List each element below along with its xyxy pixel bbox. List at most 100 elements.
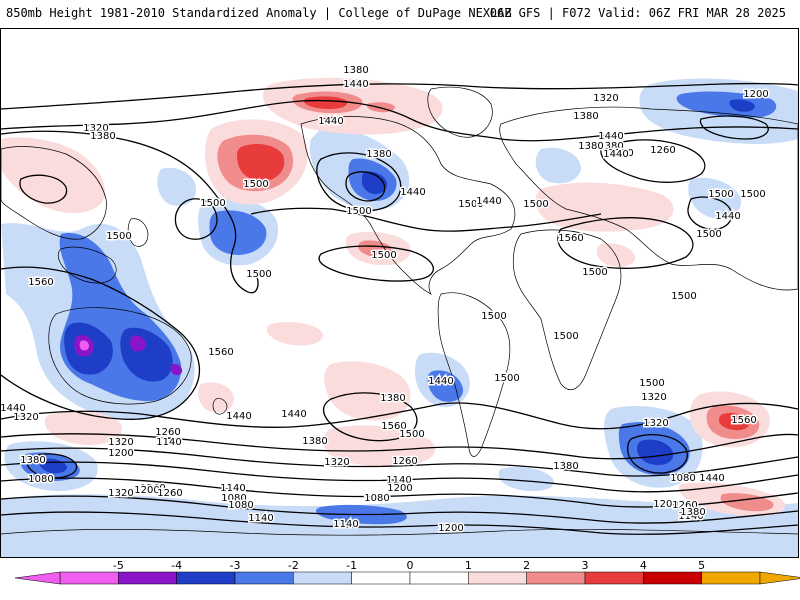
height-contour	[1, 402, 798, 430]
contour-label: 1560	[28, 277, 53, 288]
contour-label: 1200	[108, 448, 133, 459]
contour-label: 1380	[553, 461, 578, 472]
contour-label: 1440	[281, 409, 306, 420]
colorbar-segment	[526, 571, 586, 585]
anomaly-shade-neg4	[170, 363, 183, 376]
colorbar-tick-label: 2	[523, 560, 530, 572]
height-contour	[1, 433, 798, 460]
contour-label: 1380	[380, 393, 405, 404]
anomaly-shade-neg2	[209, 210, 267, 255]
anomaly-shade-neg4	[130, 335, 146, 352]
colorbar-tick-label: 4	[640, 560, 647, 572]
contour-label: 1260	[392, 456, 417, 467]
contour-label: 1080	[364, 493, 389, 504]
height-contour	[318, 245, 434, 282]
contour-label: 1140	[220, 483, 245, 494]
contour-label: 1200	[387, 483, 412, 494]
colorbar: -5 -4 -3 -2 -1 0 1 2 3 4 5	[14, 560, 800, 585]
contour-label: 1380	[302, 436, 327, 447]
contour-label: 1380	[573, 111, 598, 122]
anomaly-shade-pos1	[44, 410, 123, 445]
contour-label: 1320	[108, 488, 133, 499]
height-contour	[1, 461, 798, 493]
anomaly-shade-neg1	[1, 494, 798, 557]
contour-label: 1500	[671, 291, 696, 302]
contour-label: 1320	[13, 412, 38, 423]
contour-label: 1380	[90, 131, 115, 142]
colorbar-tick-label: -5	[113, 560, 124, 572]
contour-label: 1500	[243, 179, 268, 190]
contour-label: 1320	[324, 457, 349, 468]
colorbar-segment	[118, 571, 177, 585]
anomaly-shade-neg5	[79, 340, 89, 351]
coastline-japan	[127, 218, 149, 247]
contour-label: 1500	[639, 378, 664, 389]
coastline-africa	[512, 229, 622, 391]
contour-label: 1140	[156, 437, 181, 448]
anomaly-shade-pos3	[719, 412, 750, 431]
colorbar-segment	[351, 571, 411, 585]
height-contour	[1, 477, 798, 508]
contour-label: 1260	[140, 483, 165, 494]
anomaly-shade-pos2	[358, 240, 392, 258]
colorbar-tick-label: -4	[171, 560, 182, 572]
contour-label: 1140	[248, 513, 273, 524]
contour-label: 1560	[381, 421, 406, 432]
contour-label: 1380	[680, 507, 705, 518]
map-panel: 1380 1440 1320 1200 1320 1380 1440 1380 1440 1380…	[0, 28, 799, 558]
height-contour	[19, 174, 68, 204]
anomaly-shade-neg2	[427, 370, 464, 402]
coastline-greenland	[427, 86, 493, 138]
contour-label: 1080	[670, 473, 695, 484]
contour-label: 1380	[366, 149, 391, 160]
anomaly-shade-neg1	[157, 167, 196, 206]
height-contour	[1, 82, 798, 110]
height-contour	[26, 453, 78, 479]
height-contour	[557, 217, 694, 269]
contour-label: 1320	[643, 418, 668, 429]
contour-label: 1440	[318, 116, 343, 127]
height-contour	[1, 495, 798, 524]
colorbar-end-arrow	[759, 571, 800, 585]
height-contour	[250, 207, 602, 232]
colorbar-end-arrow	[14, 571, 61, 585]
anomaly-shade-neg1	[688, 177, 742, 219]
contour-label: 1080	[28, 474, 53, 485]
contour-label: 1500	[696, 229, 721, 240]
contour-label: 1440	[428, 376, 453, 387]
coastline-north-america	[300, 116, 516, 295]
anomaly-shade-neg3	[637, 439, 674, 466]
coastline-asia-west-wrap	[1, 146, 107, 240]
colorbar-tick-label: -1	[346, 560, 357, 572]
contour-label: 1500	[246, 269, 271, 280]
colorbar-segment	[409, 571, 469, 585]
colorbar-tick-label: 3	[582, 560, 589, 572]
contour-label: 1140	[386, 475, 411, 486]
contour-label: 1500	[582, 267, 607, 278]
height-contour	[316, 152, 402, 212]
anomaly-shade-neg3	[729, 99, 755, 112]
contour-label: 1380	[578, 141, 603, 152]
coastline-antarctica	[1, 528, 798, 536]
contour-label: 1440	[699, 473, 724, 484]
chart-title: 850mb Height 1981-2010 Standardized Anom…	[6, 6, 512, 20]
contour-label: 1440	[598, 131, 623, 142]
contour-label: 1380	[598, 141, 623, 152]
contour-label: 1260	[672, 500, 697, 511]
height-contour	[322, 392, 418, 442]
contour-label: 1440	[603, 149, 628, 160]
contour-label: 1500	[708, 189, 733, 200]
coastline-new-zealand	[212, 398, 228, 415]
contour-label: 1080	[221, 493, 246, 504]
height-contour	[1, 447, 798, 477]
contour-label: 1080	[228, 500, 253, 511]
anomaly-shade-neg2	[676, 91, 777, 118]
colorbar-tick-label: 1	[465, 560, 472, 572]
contour-label: 1440	[476, 196, 501, 207]
contour-label: 1500	[371, 250, 396, 261]
contour-label: 1200	[134, 485, 159, 496]
contour-label: 1260	[650, 145, 675, 156]
colorbar-segment	[234, 571, 294, 585]
height-contour	[1, 511, 798, 535]
